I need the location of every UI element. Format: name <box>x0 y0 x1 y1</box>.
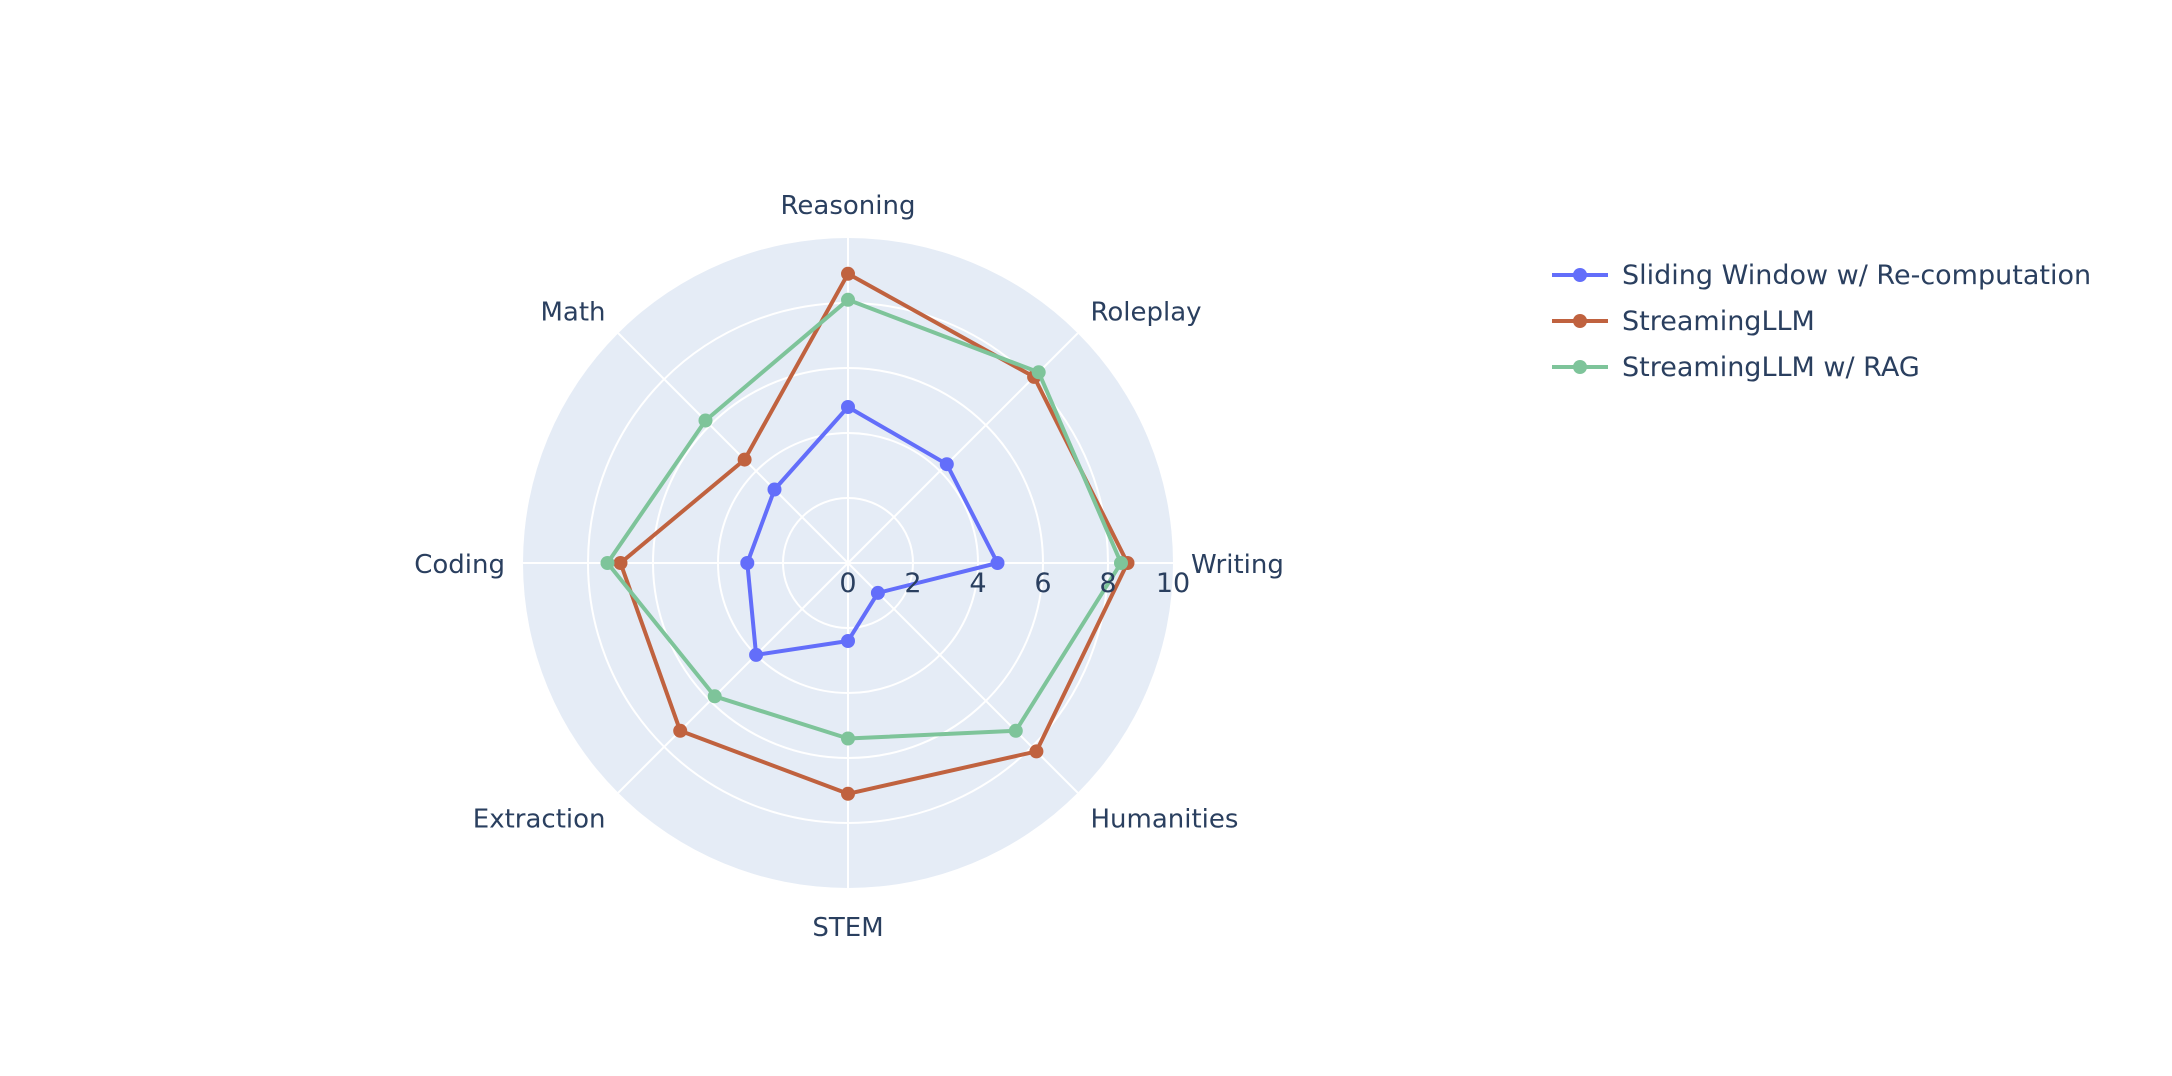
data-point <box>841 786 855 801</box>
data-point <box>870 585 885 600</box>
data-point <box>1008 723 1023 738</box>
data-point <box>613 556 628 570</box>
legend-swatch-marker <box>1573 314 1587 328</box>
data-point <box>841 400 855 414</box>
data-point <box>841 634 855 648</box>
polar-grid <box>523 238 1173 888</box>
tick-label-0: 0 <box>839 568 856 599</box>
legend[interactable]: Sliding Window w/ Re-computation Streamin… <box>1552 260 2091 383</box>
tick-label-10: 10 <box>1156 568 1190 599</box>
axis-label-math: Math <box>540 298 605 328</box>
data-point <box>707 689 722 704</box>
data-point <box>749 647 764 662</box>
data-point <box>767 482 782 497</box>
radial-tick-labels: 0 2 4 6 8 10 <box>839 568 1190 599</box>
tick-label-8: 8 <box>1099 568 1116 599</box>
grid-spoke <box>617 562 849 794</box>
axis-label-roleplay: Roleplay <box>1091 298 1202 328</box>
legend-swatch-marker <box>1573 268 1587 282</box>
data-point <box>698 413 713 428</box>
legend-label: Sliding Window w/ Re-computation <box>1622 260 2091 291</box>
grid-spoke <box>617 332 849 564</box>
legend-item[interactable]: StreamingLLM <box>1552 306 1815 337</box>
data-point <box>600 556 615 570</box>
axis-labels: Writing Roleplay Reasoning Math Coding Extrac… <box>414 191 1284 943</box>
data-point <box>990 556 1005 570</box>
legend-label: StreamingLLM w/ RAG <box>1622 352 1920 383</box>
legend-label: StreamingLLM <box>1622 306 1815 337</box>
legend-swatch-marker <box>1573 360 1587 374</box>
tick-label-6: 6 <box>1034 568 1051 599</box>
axis-label-coding: Coding <box>414 550 505 580</box>
axis-label-humanities: Humanities <box>1091 805 1239 835</box>
axis-label-stem: STEM <box>812 913 883 943</box>
series-1 <box>740 400 1005 662</box>
series-3 <box>600 292 1128 746</box>
data-point <box>939 457 954 472</box>
series-group <box>600 266 1135 801</box>
data-point <box>1114 556 1128 570</box>
data-point <box>740 556 755 570</box>
axis-label-writing: Writing <box>1191 550 1284 580</box>
axis-label-extraction: Extraction <box>473 805 606 835</box>
data-point <box>1029 744 1044 759</box>
data-point <box>841 266 855 281</box>
legend-item[interactable]: StreamingLLM w/ RAG <box>1552 352 1920 383</box>
data-point <box>737 452 752 467</box>
data-point <box>673 723 688 738</box>
tick-label-2: 2 <box>904 568 921 599</box>
legend-item[interactable]: Sliding Window w/ Re-computation <box>1552 260 2091 291</box>
data-point <box>841 292 855 307</box>
tick-label-4: 4 <box>969 568 986 599</box>
data-point <box>841 731 855 746</box>
axis-label-reasoning: Reasoning <box>781 191 916 221</box>
data-point <box>1031 365 1046 380</box>
